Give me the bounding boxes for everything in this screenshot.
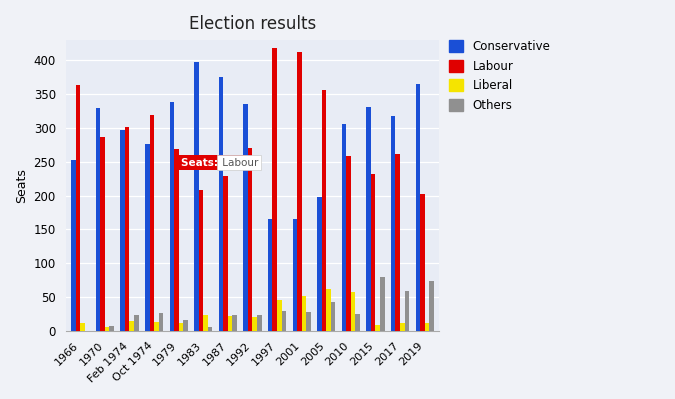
Bar xyxy=(277,300,281,331)
Bar xyxy=(371,174,375,331)
Bar xyxy=(203,315,208,331)
Bar xyxy=(306,312,310,331)
Bar xyxy=(130,321,134,331)
Bar xyxy=(228,316,232,331)
Bar xyxy=(125,127,130,331)
Bar xyxy=(183,320,188,331)
Bar xyxy=(326,289,331,331)
Bar xyxy=(194,62,198,331)
Bar xyxy=(391,117,396,331)
Bar xyxy=(248,148,252,331)
Bar xyxy=(150,115,154,331)
Y-axis label: Seats: Seats xyxy=(15,168,28,203)
Bar xyxy=(273,48,277,331)
Bar xyxy=(76,85,80,331)
Bar xyxy=(281,311,286,331)
Bar xyxy=(159,313,163,331)
Bar xyxy=(179,323,183,331)
Bar xyxy=(375,325,380,331)
Bar xyxy=(232,315,237,331)
Bar xyxy=(297,51,302,331)
Bar xyxy=(120,130,125,331)
Text: Labour: Labour xyxy=(219,158,259,168)
Bar xyxy=(96,108,101,331)
Bar xyxy=(208,328,213,331)
Bar xyxy=(219,77,223,331)
Bar xyxy=(420,194,425,331)
Bar xyxy=(134,315,138,331)
Bar xyxy=(198,190,203,331)
Bar xyxy=(396,154,400,331)
Bar xyxy=(223,176,228,331)
Bar xyxy=(292,219,297,331)
Bar xyxy=(400,323,404,331)
Bar xyxy=(80,323,85,331)
Title: Election results: Election results xyxy=(189,15,316,33)
Bar xyxy=(252,317,257,331)
Bar xyxy=(169,102,174,331)
Bar xyxy=(105,327,109,331)
Bar xyxy=(71,160,76,331)
Bar xyxy=(244,104,248,331)
Bar xyxy=(317,197,322,331)
Bar xyxy=(257,314,261,331)
Legend: Conservative, Labour, Liberal, Others: Conservative, Labour, Liberal, Others xyxy=(449,40,551,112)
Bar xyxy=(346,156,351,331)
Bar xyxy=(101,137,105,331)
Bar xyxy=(404,291,409,331)
Bar xyxy=(416,84,420,331)
Text: Seats: 229: Seats: 229 xyxy=(181,158,243,168)
Bar xyxy=(268,219,273,331)
Bar xyxy=(145,144,150,331)
Bar xyxy=(174,149,179,331)
Bar xyxy=(342,124,346,331)
Bar xyxy=(351,292,355,331)
Bar xyxy=(154,322,159,331)
Bar xyxy=(331,302,335,331)
Bar xyxy=(380,277,385,331)
Bar xyxy=(425,323,429,331)
Bar xyxy=(302,296,306,331)
Bar xyxy=(109,326,114,331)
Bar xyxy=(322,90,326,331)
Bar xyxy=(355,314,360,331)
Bar xyxy=(429,281,434,331)
Bar xyxy=(367,107,371,331)
